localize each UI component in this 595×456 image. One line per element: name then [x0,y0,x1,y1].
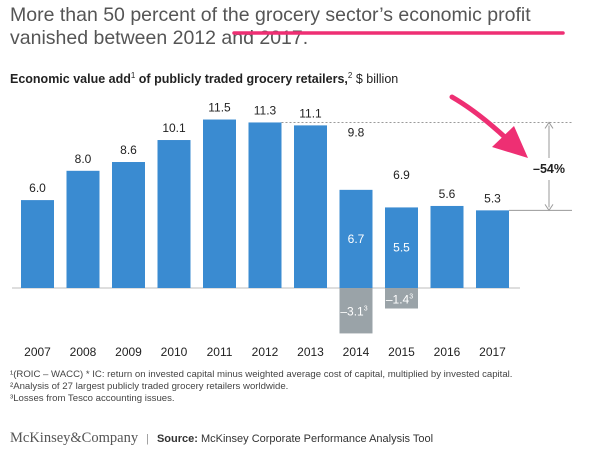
x-tick-label-2015: 2015 [388,345,415,359]
x-tick-label-2011: 2011 [207,345,233,359]
brand-logo: McKinsey&Company [10,430,139,446]
chart-title-rest: of publicly traded grocery retailers, [135,72,348,87]
x-tick-label-2012: 2012 [252,345,279,359]
footnote-1: ¹(ROIC – WACC) * IC: return on invested … [10,369,513,380]
source-label: Source: [156,433,198,445]
bar-2013 [294,125,327,288]
chart-title-main: Economic value add [10,72,131,87]
value-label-2008: 8.0 [75,152,92,166]
change-arrow-up [544,121,554,129]
chart-title-sup2: 2 [347,71,353,80]
x-tick-label-2016: 2016 [434,345,461,359]
bar-2008 [66,170,100,288]
x-tick-label-2008: 2008 [70,345,97,359]
segment-label-positive-2014: 6.7 [348,232,365,246]
change-label: –54% [533,162,565,176]
bar-2012 [248,122,282,288]
bar-2017 [476,210,509,288]
bar-2007 [21,200,54,288]
value-label-2016: 5.6 [439,187,456,201]
footnote-3: ³Losses from Tesco accounting issues. [10,393,175,404]
value-label-2013: 11.1 [299,106,322,120]
bar-negative-2015 [385,288,418,309]
x-tick-label-2010: 2010 [161,345,188,359]
segment-label-positive-2015: 5.5 [393,241,410,255]
value-label-2017: 5.3 [484,191,501,205]
source-text: McKinsey Corporate Performance Analysis … [197,433,434,445]
chart-title-sup1: 1 [130,71,136,80]
value-label-2012: 11.3 [254,103,277,117]
footnotes: ¹(ROIC – WACC) * IC: return on invested … [10,369,512,405]
x-tick-label-2013: 2013 [297,345,324,359]
x-tick-label-2014: 2014 [343,345,370,359]
bar-positive-2014 [339,189,373,288]
bar-2009 [112,162,145,288]
chart-title-unit: $ billion [352,72,399,87]
segment-label-negative-2015: –1.43 [386,292,413,306]
bar-2010 [157,140,191,288]
footer: McKinsey&Company | Source: McKinsey Corpor… [10,430,433,447]
value-label-2015: 6.9 [393,168,410,182]
value-label-2011: 11.5 [208,101,231,115]
value-label-2010: 10.1 [162,121,186,135]
bar-negative-2014 [339,288,373,334]
x-tick-label-2007: 2007 [24,345,51,359]
bar-2011 [203,119,236,289]
footer-separator: | [146,433,149,445]
highlight-arrow-shaft [449,94,511,143]
value-label-2014: 9.8 [348,125,365,139]
x-tick-label-2017: 2017 [479,345,506,359]
x-tick-label-2009: 2009 [115,345,142,359]
value-label-2007: 6.0 [29,181,46,195]
highlight-arrow-head [492,126,528,158]
change-arrow-down [544,204,554,212]
value-label-2009: 8.6 [120,143,137,157]
chart-title: Economic value add1 of publicly traded g… [10,71,398,86]
bar-2016 [430,205,464,288]
bar-positive-2015 [385,207,418,288]
segment-label-negative-2014: –3.13 [340,305,367,319]
footnote-2: ²Analysis of 27 largest publicly traded … [10,381,289,392]
